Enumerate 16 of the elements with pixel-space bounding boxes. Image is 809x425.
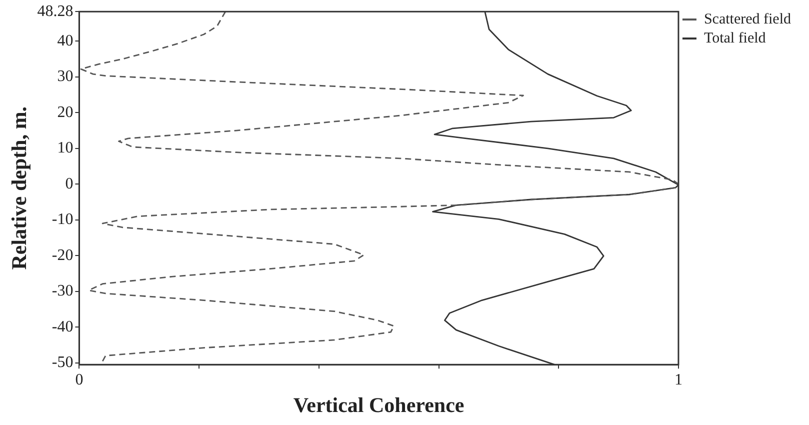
x-tick-label: 1 — [674, 371, 682, 388]
x-axis-title: Vertical Coherence — [293, 392, 464, 417]
y-tick-label: 48.28 — [37, 2, 74, 20]
y-tick-label: -50 — [52, 354, 74, 372]
legend-label: Total field — [704, 30, 766, 46]
y-tick-label: 40 — [57, 32, 74, 50]
y-tick-label: -30 — [52, 282, 74, 300]
y-axis-title: Relative depth, m. — [7, 106, 32, 270]
y-tick-label: 20 — [57, 104, 74, 121]
y-tick-label: -10 — [52, 211, 74, 228]
y-tick-label: 0 — [65, 175, 74, 192]
y-tick-label: -40 — [52, 318, 74, 336]
legend-label: Scattered field — [704, 11, 792, 28]
y-tick-label: 10 — [57, 140, 74, 157]
y-tick-label: -20 — [52, 246, 74, 264]
y-tick-label: 30 — [57, 68, 74, 86]
